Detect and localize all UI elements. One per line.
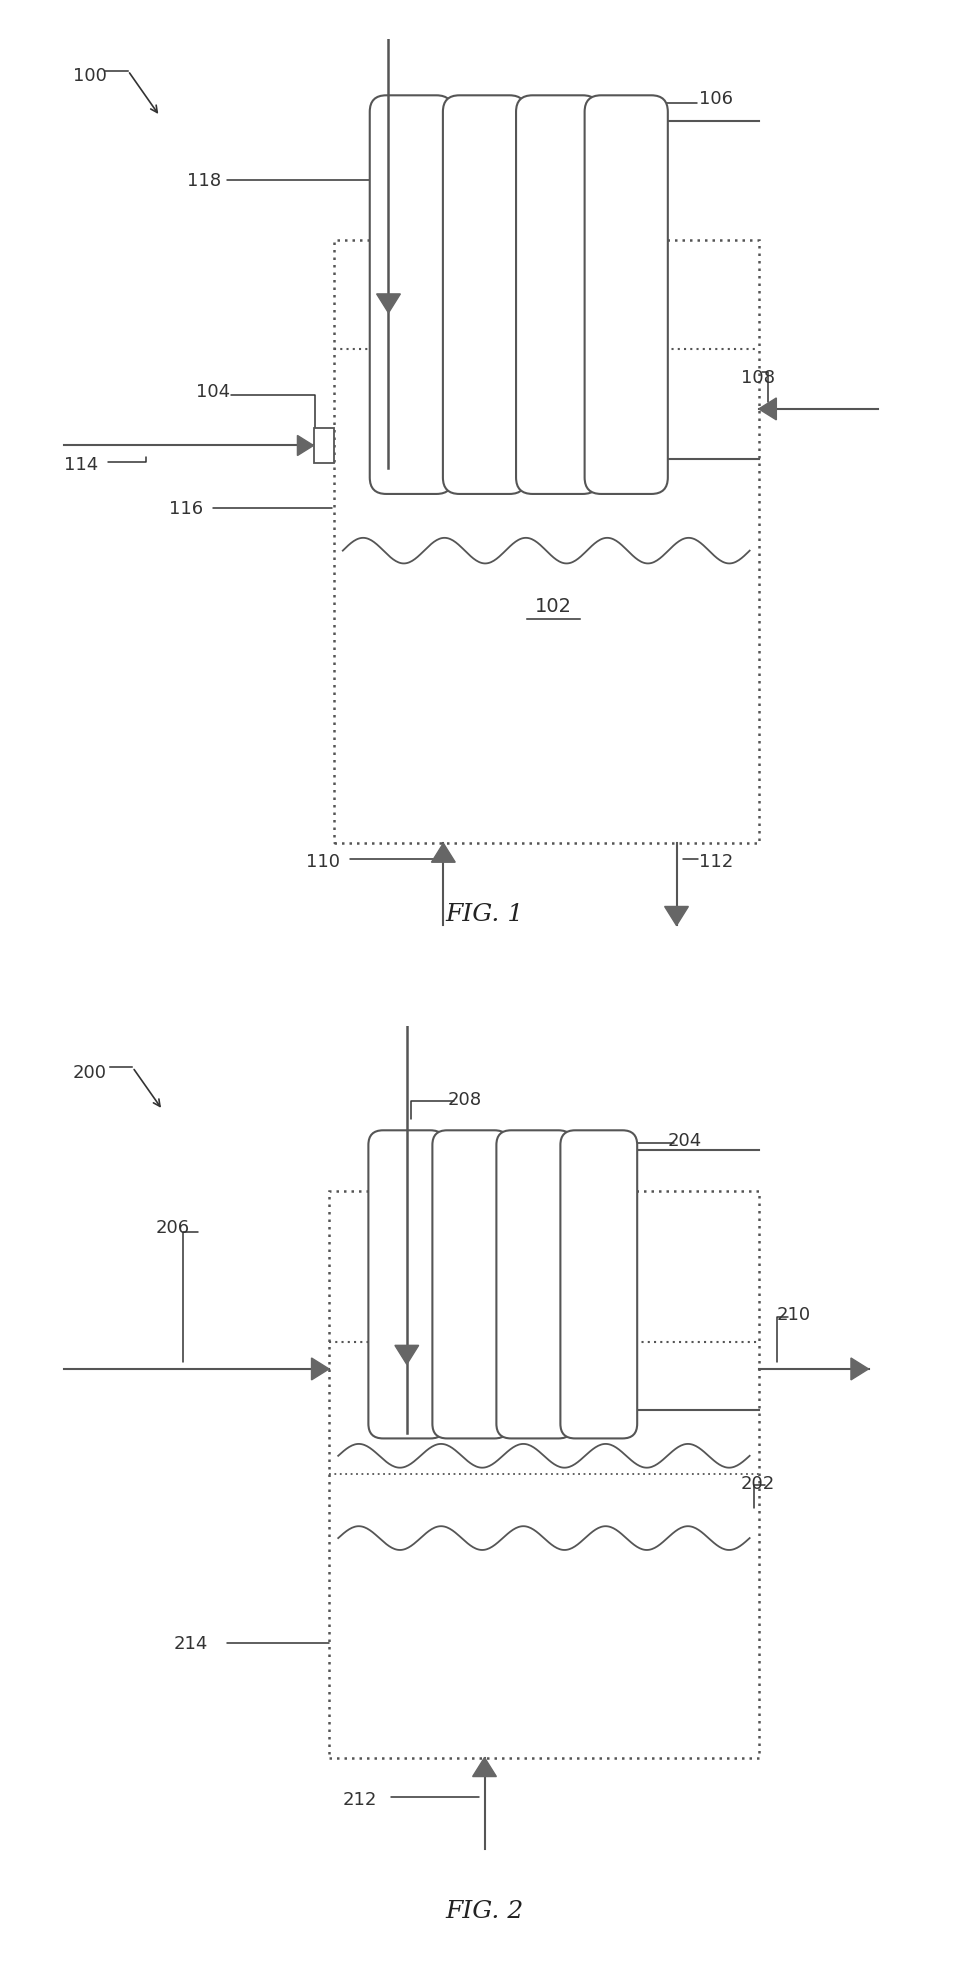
Text: 112: 112 <box>700 853 734 871</box>
FancyBboxPatch shape <box>560 1131 638 1439</box>
Polygon shape <box>395 1346 419 1364</box>
Polygon shape <box>759 398 776 420</box>
Text: 106: 106 <box>700 89 734 109</box>
FancyBboxPatch shape <box>370 97 453 495</box>
Bar <box>314 430 333 463</box>
Text: 212: 212 <box>343 1790 377 1808</box>
Polygon shape <box>473 1758 496 1776</box>
Polygon shape <box>311 1358 329 1380</box>
Text: 202: 202 <box>740 1475 775 1493</box>
Polygon shape <box>665 907 688 927</box>
Bar <box>329 1192 759 1758</box>
Text: 200: 200 <box>73 1063 107 1081</box>
Text: 204: 204 <box>668 1133 702 1150</box>
FancyBboxPatch shape <box>443 97 526 495</box>
Text: 208: 208 <box>448 1091 482 1109</box>
FancyBboxPatch shape <box>584 97 668 495</box>
Text: 102: 102 <box>535 596 572 616</box>
Text: 110: 110 <box>306 853 340 871</box>
Polygon shape <box>377 295 400 313</box>
Text: 210: 210 <box>777 1305 811 1323</box>
FancyBboxPatch shape <box>496 1131 574 1439</box>
Text: FIG. 1: FIG. 1 <box>446 903 523 927</box>
FancyBboxPatch shape <box>516 97 599 495</box>
Polygon shape <box>851 1358 868 1380</box>
Text: 104: 104 <box>197 382 231 400</box>
Text: 100: 100 <box>73 67 107 85</box>
Text: 116: 116 <box>169 499 203 517</box>
FancyBboxPatch shape <box>432 1131 509 1439</box>
FancyBboxPatch shape <box>368 1131 445 1439</box>
Text: 118: 118 <box>187 172 222 190</box>
Text: 114: 114 <box>64 455 98 473</box>
Polygon shape <box>431 843 455 863</box>
Bar <box>333 242 759 843</box>
Text: FIG. 2: FIG. 2 <box>446 1899 523 1923</box>
Text: 214: 214 <box>173 1634 208 1653</box>
Polygon shape <box>297 436 314 455</box>
Text: 206: 206 <box>155 1218 190 1238</box>
Text: 108: 108 <box>740 368 774 386</box>
